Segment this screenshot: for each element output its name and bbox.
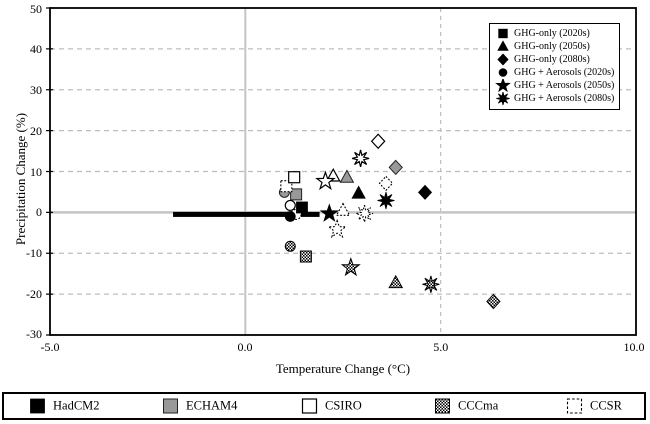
star8-marker-icon <box>496 92 510 105</box>
data-point <box>355 204 374 223</box>
scenario-legend: GHG-only (2020s) GHG-only (2050s) GHG-on… <box>489 23 620 110</box>
y-tick-label: 10 <box>30 164 42 179</box>
y-tick-label: -20 <box>26 287 42 302</box>
y-tick-label: 50 <box>30 2 42 16</box>
data-point <box>315 170 336 191</box>
x-tick-label: 10.0 <box>623 340 645 354</box>
legend-item: CCCma <box>434 398 498 415</box>
data-point <box>377 191 395 210</box>
y-tick-label: -30 <box>26 327 42 341</box>
data-point <box>388 159 403 176</box>
legend-label: GHG-only (2020s) <box>514 28 590 39</box>
hadcm2-swatch-icon <box>30 398 45 414</box>
triangle-marker-icon <box>497 40 509 51</box>
legend-item: GHG + Aerosols (2050s) <box>495 79 619 92</box>
y-tick-label: -10 <box>26 246 42 261</box>
y-tick-label: 0 <box>36 205 42 220</box>
data-point <box>486 293 501 310</box>
data-point <box>339 169 355 183</box>
diamond-marker-icon <box>497 53 509 66</box>
data-point <box>280 180 293 193</box>
legend-label: CCSR <box>590 398 622 413</box>
data-point <box>340 257 361 277</box>
model-legend: HadCM2 ECHAM4 CSIRO CCCma CCSR <box>2 392 646 420</box>
data-point <box>326 218 348 239</box>
scatter-plot <box>46 7 637 336</box>
legend-label: GHG-only (2050s) <box>514 41 590 52</box>
y-tick-label: 40 <box>30 41 42 56</box>
data-point <box>290 188 303 201</box>
legend-item: GHG + Aerosols (2020s) <box>495 66 619 79</box>
legend-label: GHG + Aerosols (2020s) <box>514 67 615 78</box>
legend-item: GHG-only (2020s) <box>495 27 619 40</box>
legend-item: GHG-only (2080s) <box>495 53 619 66</box>
circle-marker-icon <box>498 68 508 77</box>
x-axis-title: Temperature Change (°C) <box>275 361 411 376</box>
legend-item: GHG-only (2050s) <box>495 40 619 53</box>
legend-item: HadCM2 <box>29 398 100 415</box>
legend-label: HadCM2 <box>53 398 100 413</box>
data-point <box>417 184 433 200</box>
legend-label: GHG + Aerosols (2050s) <box>514 80 615 91</box>
legend-label: ECHAM4 <box>186 398 238 413</box>
legend-item: ECHAM4 <box>162 398 237 415</box>
ccsr-swatch-icon <box>566 398 583 414</box>
legend-item: GHG + Aerosols (2080s) <box>495 92 619 105</box>
legend-label: GHG + Aerosols (2080s) <box>514 93 615 104</box>
data-point <box>335 202 351 216</box>
data-point <box>388 274 404 289</box>
y-tick-label: 20 <box>30 123 42 138</box>
data-point <box>288 171 301 184</box>
data-point <box>284 211 296 222</box>
legend-label: CCCma <box>458 398 499 413</box>
x-tick-label: 5.0 <box>433 340 449 354</box>
data-point <box>296 201 308 214</box>
legend-item: CSIRO <box>301 398 362 415</box>
data-point <box>284 240 296 252</box>
data-point <box>351 185 366 199</box>
x-tick-label: -5.0 <box>40 340 60 354</box>
legend-label: GHG-only (2080s) <box>514 54 590 65</box>
data-point <box>351 149 370 168</box>
data-point <box>370 133 386 150</box>
x-tick-label: 0.0 <box>237 340 253 354</box>
legend-item: CCSR <box>566 398 622 415</box>
data-point <box>319 203 340 222</box>
y-axis-title: Precipitation Change (%) <box>13 112 28 246</box>
cccma-swatch-icon <box>435 398 450 414</box>
echam4-swatch-icon <box>163 398 178 414</box>
star5-marker-icon <box>495 79 511 92</box>
data-point <box>284 199 296 212</box>
data-point <box>422 275 440 293</box>
square-marker-icon <box>498 28 508 39</box>
data-point <box>299 250 312 263</box>
y-tick-label: 30 <box>30 82 42 97</box>
data-point <box>378 175 394 192</box>
legend-label: CSIRO <box>325 398 362 413</box>
csiro-swatch-icon <box>301 398 318 414</box>
